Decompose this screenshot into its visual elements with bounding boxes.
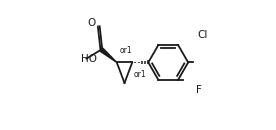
Text: HO: HO xyxy=(81,54,97,64)
Text: Cl: Cl xyxy=(198,30,208,40)
Text: or1: or1 xyxy=(134,70,147,79)
Text: or1: or1 xyxy=(119,46,132,55)
Text: O: O xyxy=(87,18,96,28)
Polygon shape xyxy=(100,48,117,62)
Text: F: F xyxy=(196,85,202,95)
